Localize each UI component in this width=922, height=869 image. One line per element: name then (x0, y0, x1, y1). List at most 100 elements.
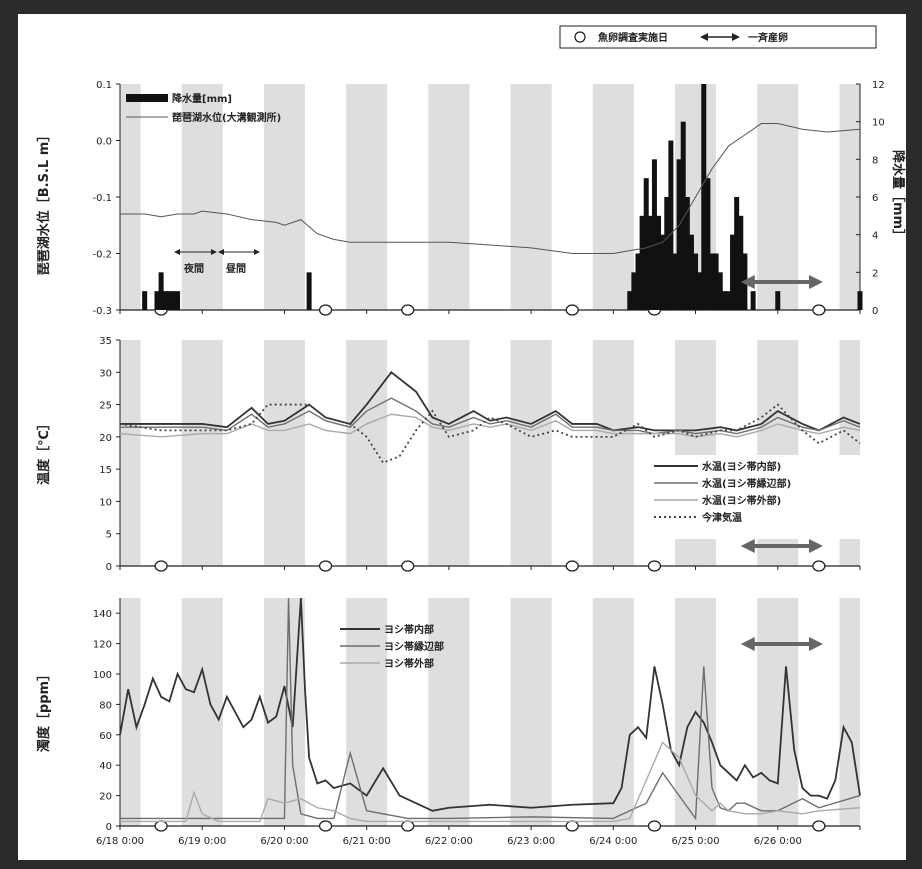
rain-bar (306, 272, 312, 310)
rain-legend-label: 降水量[mm] (172, 92, 232, 105)
y-tick-label: 40 (99, 761, 112, 772)
legend-inner-label: 水温(ヨシ帯内部) (701, 460, 781, 473)
survey-day-marker (401, 820, 415, 832)
night-band (839, 84, 860, 310)
rain-bar (660, 234, 666, 310)
survey-day-marker (565, 304, 579, 316)
y-tick-label: 0 (106, 822, 112, 833)
night-band (181, 84, 223, 310)
turbidity-series-line (120, 741, 861, 823)
x-tick-label: 6/23 0:00 (507, 836, 555, 847)
rain-bar (775, 291, 781, 310)
y-tick-label: 15 (99, 465, 112, 476)
x-tick-label: 6/22 0:00 (425, 836, 473, 847)
survey-day-marker (647, 560, 662, 572)
panel3-legend: ヨシ帯内部 ヨシ帯縁辺部 ヨシ帯外部 (340, 623, 444, 670)
y-tick-label: 0 (106, 562, 112, 573)
y-tick-label: 25 (99, 401, 112, 412)
survey-day-marker (565, 560, 579, 572)
y-tick-label: 20 (99, 792, 112, 803)
y-tick-label: -0.3 (92, 306, 112, 317)
spawning-arrow-head (809, 275, 823, 289)
rain-bar (688, 234, 694, 310)
x-tick-label: 6/20 0:00 (260, 836, 308, 847)
night-band (510, 598, 552, 826)
y-tick-label: 60 (99, 731, 112, 742)
y-tick-label: 80 (99, 700, 112, 711)
legend3-edge-label: ヨシ帯縁辺部 (384, 640, 444, 653)
y-tick-label: 30 (99, 368, 112, 379)
rain-bar (175, 291, 181, 310)
x-tick-label: 6/25 0:00 (672, 836, 720, 847)
survey-day-marker (318, 560, 333, 572)
spawning-arrow (740, 539, 823, 553)
rain-bar (734, 197, 740, 310)
night-band (120, 84, 141, 310)
y-tick-label: 10 (99, 497, 112, 508)
temp-series-line (119, 403, 861, 464)
y-tick-label: 2 (872, 268, 878, 279)
night-band (346, 598, 388, 826)
rain-bar (672, 253, 678, 310)
y-tick-label: 10 (872, 118, 885, 129)
legend-edge-label: 水温(ヨシ帯縁辺部) (701, 477, 791, 490)
rain-bar (705, 178, 711, 310)
rain-bar (680, 121, 686, 311)
legend3-inner-label: ヨシ帯内部 (384, 623, 434, 636)
night-band (263, 84, 305, 310)
legend-air-label: 今津気温 (701, 511, 742, 524)
rain-bar (651, 159, 657, 310)
panel3-ylabel: 濁度［ppm］ (36, 668, 52, 752)
night-band (839, 598, 860, 826)
night-band (263, 340, 305, 566)
survey-day-marker (812, 304, 826, 316)
y-tick-label: 8 (872, 155, 878, 166)
panel1-y2label: 降水量［mm］ (890, 150, 906, 242)
plot-layer: -0.3-0.2-0.10.00.10246810120510152025303… (92, 80, 884, 833)
spawning-arrow (740, 275, 823, 289)
x-tick-label: 6/26 0:00 (754, 836, 802, 847)
rain-bar (713, 253, 719, 310)
turbidity-series-line (120, 597, 861, 821)
rain-bar (664, 197, 670, 310)
survey-day-marker (401, 304, 415, 316)
night-band (592, 598, 634, 826)
survey-day-legend-label: 魚卵調査実施日 (598, 31, 668, 44)
rain-bar (668, 140, 674, 310)
night-band (592, 84, 634, 310)
rain-legend-swatch (126, 94, 168, 102)
rain-bar (170, 291, 176, 310)
rain-bar (738, 215, 744, 310)
y-tick-label: 12 (872, 80, 885, 91)
rain-bar (166, 291, 172, 310)
top-legend: 魚卵調査実施日 一斉産卵 (559, 25, 877, 49)
night-band (346, 84, 388, 310)
x-axis-labels: 6/18 0:00 6/19 0:00 6/20 0:00 6/21 0:00 6/22… (96, 836, 802, 847)
rain-bar (709, 253, 715, 310)
survey-day-marker (401, 560, 415, 572)
rain-bar (730, 234, 736, 310)
x-tick-label: 6/18 0:00 (96, 836, 144, 847)
panel2-ylabel: 温度［℃］ (36, 417, 52, 485)
spawning-arrow-head (809, 539, 823, 553)
rain-bar (162, 291, 168, 310)
panel1-legend: 降水量[mm] 琵琶湖水位(大溝観測所) (126, 92, 281, 124)
night-band (510, 84, 552, 310)
temp-series-line (120, 397, 861, 435)
night-band (428, 598, 470, 826)
night-label: 夜間 (183, 262, 204, 275)
y-tick-label: -0.1 (92, 193, 112, 204)
day-label: 昼間 (226, 263, 246, 275)
night-band (120, 598, 141, 826)
survey-day-marker (154, 560, 168, 572)
temp-series-line (119, 413, 861, 438)
rain-bar (701, 84, 707, 310)
panel2-legend-box (648, 455, 868, 539)
rain-bar (725, 291, 731, 310)
y-tick-label: 0.1 (96, 80, 112, 91)
spawning-arrow-head (740, 637, 755, 651)
y-tick-label: -0.2 (92, 250, 112, 261)
rain-bar (643, 178, 649, 310)
double-arrow-icon (700, 33, 740, 41)
survey-day-marker (812, 820, 826, 832)
